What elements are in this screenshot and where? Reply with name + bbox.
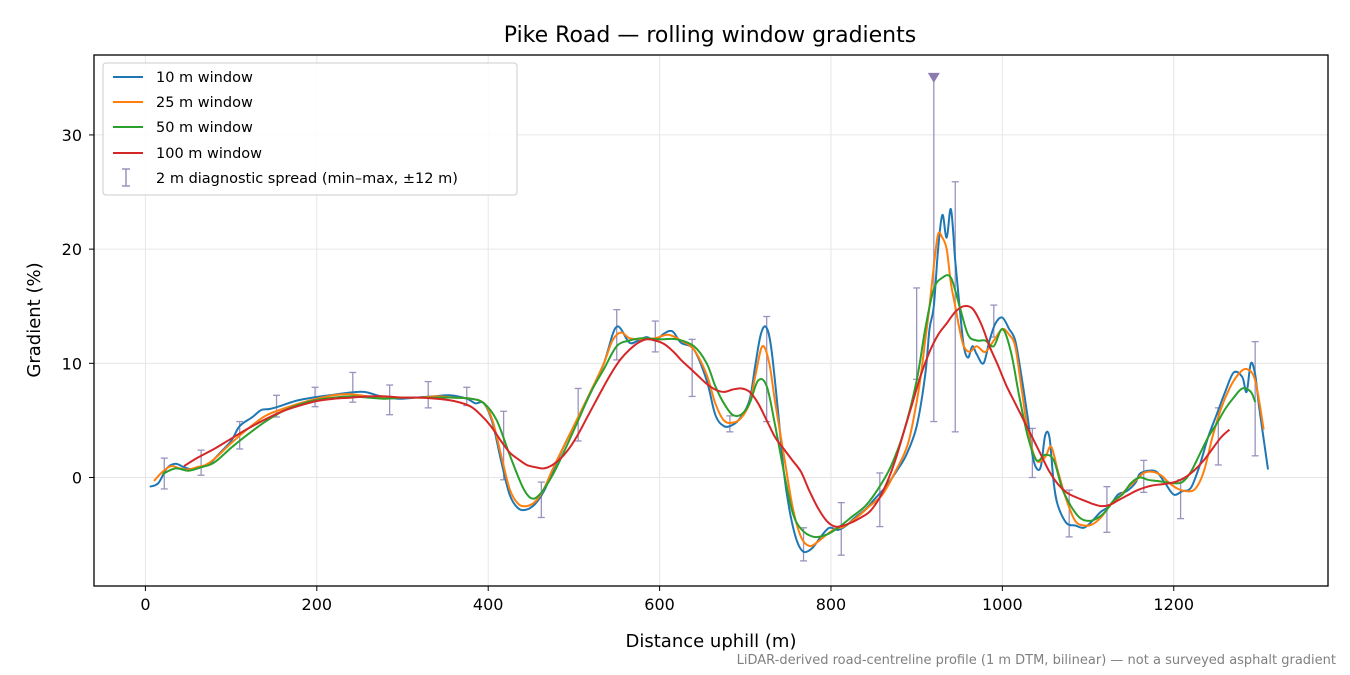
errorbar — [197, 449, 205, 476]
series-layer — [149, 208, 1269, 554]
series-line-50-m-window — [162, 274, 1257, 539]
legend-label: 25 m window — [156, 95, 253, 111]
x-axis-ticks: 0 200 400 600 800 1000 1200 — [140, 586, 1194, 614]
y-axis-ticks: 0 10 20 30 — [62, 126, 94, 488]
x-tick-label: 0 — [140, 595, 150, 614]
legend-box — [102, 62, 518, 196]
errorbar — [424, 380, 432, 409]
errorbar — [537, 481, 545, 519]
x-tick-label: 600 — [644, 595, 675, 614]
x-tick-label: 1000 — [982, 595, 1023, 614]
plot-frame — [93, 54, 1329, 587]
errorbar — [651, 320, 659, 353]
legend-label: 10 m window — [156, 70, 253, 86]
errorbar — [876, 472, 884, 528]
y-tick-label: 10 — [62, 354, 82, 373]
x-tick-label: 1200 — [1153, 595, 1194, 614]
errorbar — [927, 72, 940, 423]
series-line-100-m-window — [183, 304, 1231, 528]
y-axis-label: Gradient (%) — [24, 262, 45, 377]
x-tick-label: 400 — [473, 595, 504, 614]
errorbar — [386, 384, 394, 416]
y-tick-label: 30 — [62, 126, 82, 145]
x-axis-label: Distance uphill (m) — [626, 631, 797, 652]
legend: 10 m window 25 m window 50 m window 100 m w… — [102, 62, 518, 196]
legend-label: 2 m diagnostic spread (min–max, ±12 m) — [156, 171, 458, 187]
errorbar — [1251, 340, 1259, 457]
y-tick-label: 0 — [72, 469, 82, 488]
footnote: LiDAR-derived road-centreline profile (1… — [737, 653, 1336, 668]
x-tick-label: 800 — [816, 595, 847, 614]
chart-title: Pike Road — rolling window gradients — [504, 23, 916, 48]
legend-label: 100 m window — [156, 146, 262, 162]
clipped-max-marker — [927, 72, 940, 83]
errorbar — [1177, 479, 1185, 520]
y-tick-label: 20 — [62, 240, 82, 259]
legend-label: 50 m window — [156, 120, 253, 136]
errorbar — [1065, 489, 1073, 538]
x-tick-label: 200 — [302, 595, 333, 614]
